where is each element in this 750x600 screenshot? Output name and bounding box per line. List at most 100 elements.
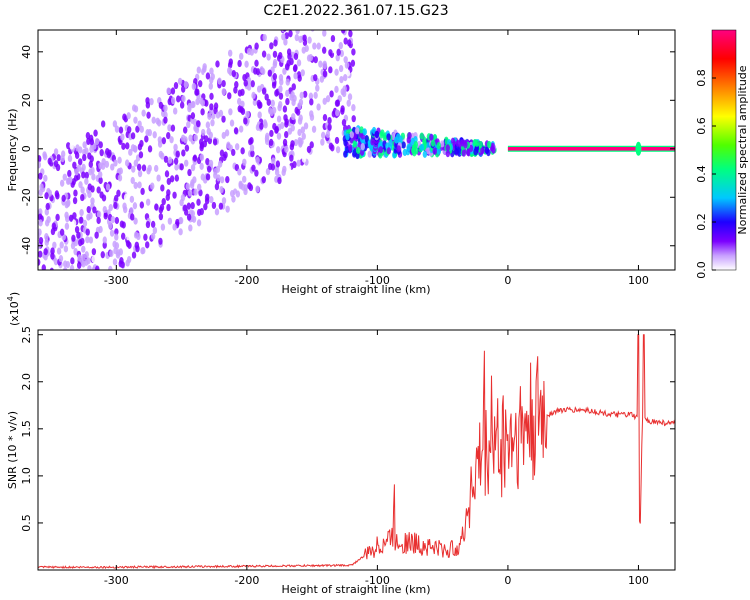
spectrogram-cell [254, 42, 259, 50]
spectrogram-cell [309, 110, 314, 118]
spectrogram-cell [41, 264, 46, 270]
spectrogram-cell [463, 141, 468, 149]
spectrogram-cell [145, 198, 151, 206]
spectrogram-cell [184, 159, 189, 167]
spectrogram-cell [44, 208, 50, 216]
spectrogram-cell [264, 137, 270, 146]
x-tick-label: 0 [504, 574, 511, 587]
spectrogram-cell [78, 283, 82, 290]
spectrogram-cell [219, 186, 224, 194]
spectrogram-cell [343, 74, 348, 82]
spectrogram-cell [170, 124, 176, 132]
spectrogram-cell [163, 111, 168, 119]
spectrogram-cell [235, 190, 241, 198]
spectrogram-cell [188, 224, 193, 232]
spectrogram-cell [115, 251, 121, 259]
spectrogram-cell [322, 70, 328, 78]
spectrogram-cell [72, 161, 77, 169]
spectrogram-cell [48, 298, 52, 305]
y-tick-label: 0 [20, 145, 33, 152]
spectrogram-cell [147, 164, 152, 172]
spectrogram-cell [242, 175, 247, 183]
colorbar-ticks: 0.0 0.2 0.4 0.6 0.8 [695, 69, 716, 279]
spectrogram-cell [167, 124, 172, 132]
spectrogram-cell [240, 100, 245, 108]
spectrogram-cell [186, 202, 191, 210]
spectrogram-cell [77, 254, 82, 262]
spectrogram-cell [445, 150, 451, 158]
spectrogram-cell [118, 167, 123, 175]
spectrogram-cell [99, 149, 104, 157]
spectrogram-cell [120, 232, 126, 240]
y-tick-label: 0.5 [20, 514, 33, 532]
spectrogram-cell [312, 22, 316, 29]
spectrogram-cell [228, 108, 233, 116]
spectrogram-cell [480, 147, 485, 155]
spectrogram-cell [221, 79, 226, 88]
spectrogram-cell [246, 83, 252, 91]
spectrogram-cell [44, 192, 49, 200]
spectrogram-cell [285, 78, 290, 86]
spectrogram-cell [215, 111, 221, 119]
spectrogram-cell [108, 265, 113, 270]
spectrogram-cell [161, 198, 166, 206]
spectrogram-cell [257, 111, 262, 119]
spectrogram-cell [455, 139, 461, 147]
spectrogram-cell [126, 233, 131, 242]
spectrogram-cell [173, 157, 179, 165]
spectrogram-cell [50, 247, 55, 255]
exponent-suffix: ) [8, 292, 21, 296]
spectrogram-cell [231, 69, 236, 78]
spectrogram-cell [167, 156, 173, 164]
spectrogram-cell [82, 141, 87, 149]
spectrogram-cell [55, 192, 60, 200]
spectrogram-cell [327, 116, 332, 125]
spectrogram-cell [48, 296, 52, 303]
spectrogram-cell [343, 37, 348, 45]
spectrogram-cell [285, 89, 290, 98]
spectrogram-cell [88, 160, 93, 168]
spectrogram-cell [99, 191, 104, 199]
spectrogram-cell [126, 255, 132, 264]
spectrogram-cell [190, 112, 196, 120]
spectrogram-cell [284, 145, 289, 153]
spectrogram-cell [66, 199, 71, 207]
spectrogram-cell [303, 122, 309, 130]
spectrogram-cell [349, 0, 353, 1]
spectrogram-cell [316, 103, 321, 111]
spectrogram-cell [328, 49, 333, 57]
spectrogram-cell [166, 132, 171, 140]
spectrogram-cell [422, 150, 428, 158]
spectrogram-cell [38, 155, 42, 163]
spectrogram-cell [313, 56, 318, 64]
spectrogram-cell [56, 292, 60, 299]
colorbar-tick-label: 0.6 [695, 117, 708, 135]
spectrogram-cell [112, 120, 118, 128]
spectrogram-cell [227, 92, 232, 100]
spectrogram-cell [147, 145, 153, 153]
spectrogram-cell [461, 149, 467, 157]
spectrogram-cell [231, 195, 236, 203]
spectrogram-cell [43, 248, 48, 256]
spectrogram-cell [150, 220, 156, 228]
spectrogram-cell [225, 175, 230, 184]
spectrogram-frame [37, 29, 676, 271]
spectrogram-cell [265, 168, 271, 176]
spectrogram-cell [150, 182, 155, 190]
spectrogram-cell [38, 236, 44, 245]
spectrogram-cell [114, 233, 119, 241]
spectrogram-cell [278, 51, 283, 60]
spectrogram-cell [138, 151, 144, 159]
spectrogram-cell [335, 109, 340, 117]
spectrogram-cell [394, 136, 399, 144]
spectrogram-cell [231, 148, 236, 157]
spectrogram-cell [362, 128, 367, 136]
spectrogram-cell [80, 186, 85, 194]
spectrogram-cell [252, 98, 258, 106]
spectrogram-cell [319, 75, 325, 83]
spectrogram-cell [277, 104, 282, 112]
spectrogram-cell [296, 59, 302, 67]
spectrogram-cell [193, 188, 198, 196]
spectrogram-cell [69, 280, 73, 287]
spectrogram-cell [227, 66, 232, 75]
